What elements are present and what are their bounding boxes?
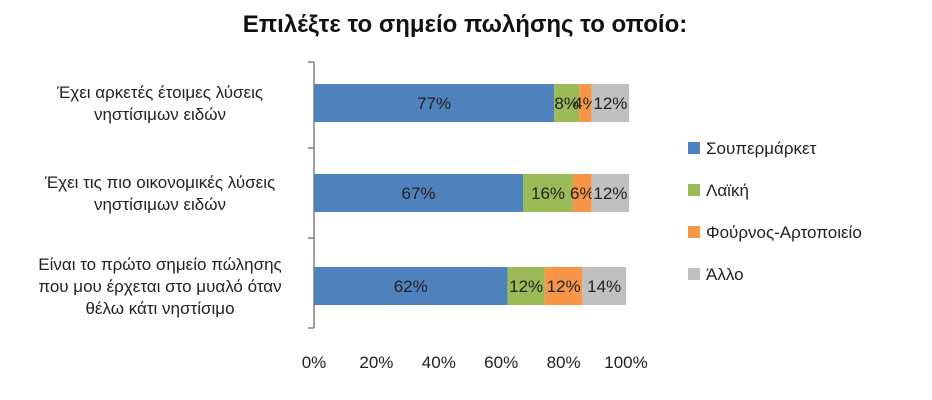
chart-title: Επιλέξτε το σημείο πωλήσης το οποίο: <box>243 11 687 38</box>
bar-segment <box>314 267 508 305</box>
bar-segment <box>314 174 524 212</box>
x-tick-label: 0% <box>302 353 327 372</box>
data-label: 8% <box>554 94 579 113</box>
x-tick-label: 60% <box>484 353 518 372</box>
bar-segment <box>554 84 580 122</box>
x-tick-label: 40% <box>422 353 456 372</box>
legend-swatch <box>688 226 700 238</box>
bar-segment <box>591 84 630 122</box>
data-label: 12% <box>593 94 627 113</box>
x-tick-label: 20% <box>359 353 393 372</box>
data-label: 77% <box>417 94 451 113</box>
bar-segment <box>544 267 583 305</box>
legend-label: Σουπερμάρκετ <box>706 139 817 158</box>
bar-segment <box>314 84 555 122</box>
x-tick-label: 80% <box>547 353 581 372</box>
bar-segment <box>523 174 573 212</box>
legend-label: Φούρνος-Αρτοποιείο <box>706 223 862 242</box>
x-tick-label: 100% <box>604 353 647 372</box>
category-label: Έχει αρκετές έτοιμες λύσεις νηστίσιμων ει… <box>56 83 263 124</box>
legend-swatch <box>688 142 700 154</box>
data-label: 12% <box>509 277 543 296</box>
bar-segment <box>582 267 626 305</box>
data-label: 12% <box>547 277 581 296</box>
legend-label: Άλλο <box>706 265 744 284</box>
data-label: 67% <box>402 184 436 203</box>
plot-area: 77% 8%4%12%Έχει αρκετές έτοιμες λύσεις νησ… <box>38 61 648 372</box>
legend-swatch <box>688 184 700 196</box>
data-label: 12% <box>593 184 627 203</box>
bar-segment <box>507 267 545 305</box>
data-label: 16% <box>531 184 565 203</box>
category-label: Είναι το πρώτο σημείο πώλησης που μου έρχ… <box>38 255 282 318</box>
bar-segment <box>591 174 630 212</box>
category-label: Έχει τις πιο οικονομικές λύσεις νηστίσιμω… <box>44 173 275 214</box>
bar-segment <box>579 84 592 122</box>
data-label: 62% <box>394 277 428 296</box>
data-label: 6% <box>570 184 595 203</box>
legend-swatch <box>688 268 700 280</box>
bar-segment <box>572 174 592 212</box>
legend-label: Λαϊκή <box>706 181 749 200</box>
data-label: 14% <box>587 277 621 296</box>
legend: Σουπερμάρκετ Λαϊκή Φούρνος-Αρτοποιείο Άλλο <box>688 139 862 284</box>
data-label: 4% <box>573 94 598 113</box>
